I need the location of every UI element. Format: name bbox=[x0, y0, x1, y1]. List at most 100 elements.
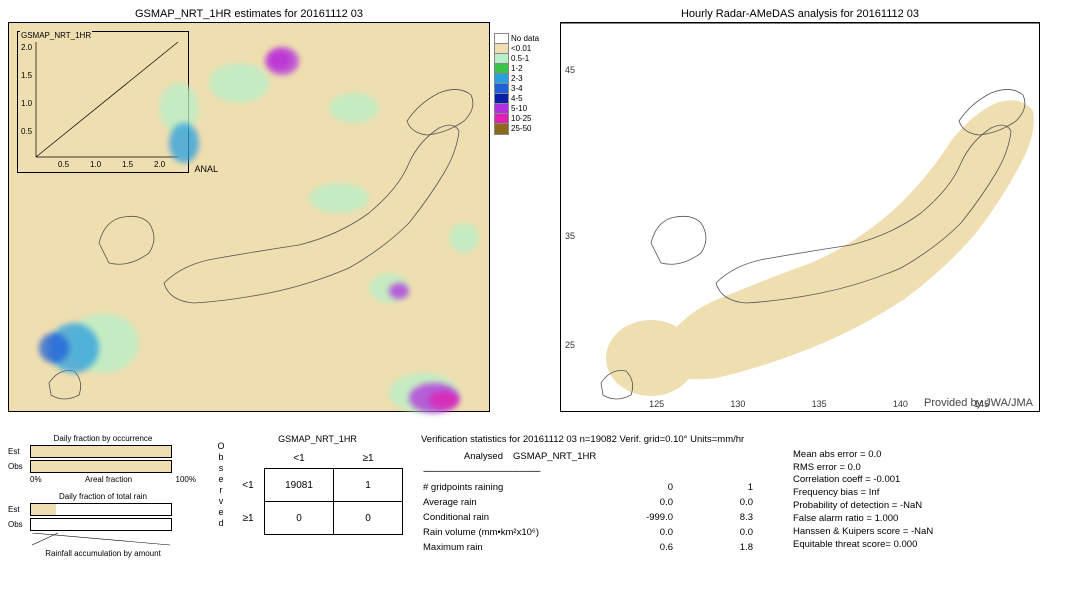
legend-label: 5-10 bbox=[511, 105, 527, 113]
right-coverage-svg bbox=[561, 23, 1039, 411]
legend-label: <0.01 bbox=[511, 45, 531, 53]
color-legend: No data<0.010.5-11-22-33-44-55-1010-2525… bbox=[494, 34, 548, 134]
stats-metric: Correlation coeff = -0.001 bbox=[793, 474, 933, 487]
occ-est-fill bbox=[31, 446, 171, 457]
x-tick: 140 bbox=[893, 399, 908, 409]
stats-row-a: 0.6 bbox=[603, 542, 681, 555]
legend-label: 25-50 bbox=[511, 125, 531, 133]
stats-block: Verification statistics for 20161112 03 … bbox=[421, 434, 1072, 557]
ctable-c10: 0 bbox=[265, 502, 334, 535]
stats-hdr-a: Analysed bbox=[433, 451, 511, 464]
occ-scale: 0% Areal fraction 100% bbox=[30, 475, 196, 484]
stats-hdr-blank bbox=[423, 451, 431, 464]
stats-metric: Equitable threat score= 0.000 bbox=[793, 539, 933, 552]
stats-row-label: # gridpoints raining bbox=[423, 482, 601, 495]
ctable-c11: 0 bbox=[334, 502, 403, 535]
precip-blob bbox=[429, 391, 459, 409]
stats-row-b: 1 bbox=[683, 482, 761, 495]
accum-connector bbox=[8, 533, 196, 547]
occ-obs-lbl: Obs bbox=[8, 462, 30, 471]
right-map: Provided by JWA/JMA 12513013514014545352… bbox=[560, 22, 1040, 412]
stats-row-a: 0 bbox=[603, 482, 681, 495]
stats-row-a: -999.0 bbox=[603, 512, 681, 525]
tot-est-row: Est bbox=[8, 503, 198, 516]
occ-obs-fill bbox=[31, 461, 171, 472]
stats-cols: Analysed GSMAP_NRT_1HR -----------------… bbox=[421, 449, 1072, 557]
observed-label: Observed bbox=[216, 441, 226, 529]
svg-text:1.5: 1.5 bbox=[122, 160, 134, 169]
stats-left: Analysed GSMAP_NRT_1HR -----------------… bbox=[421, 449, 763, 557]
legend-label: 2-3 bbox=[511, 75, 523, 83]
inset-sublabel: ANAL bbox=[194, 164, 218, 174]
stats-metrics: Mean abs error = 0.0RMS error = 0.0Corre… bbox=[793, 449, 933, 557]
legend-label: No data bbox=[511, 35, 539, 43]
occ-obs-row: Obs bbox=[8, 460, 198, 473]
legend-swatch bbox=[494, 123, 509, 135]
tot-obs-bar bbox=[30, 518, 172, 531]
stats-left-table: Analysed GSMAP_NRT_1HR -----------------… bbox=[421, 449, 606, 481]
bottom-row: Daily fraction by occurrence Est Obs 0% … bbox=[8, 434, 1072, 560]
svg-text:0.5: 0.5 bbox=[58, 160, 70, 169]
legend-row: 25-50 bbox=[494, 124, 548, 134]
precip-blob bbox=[389, 283, 409, 299]
contingency-wrap: Observed GSMAP_NRT_1HR <1 ≥1 <1 19081 1 … bbox=[216, 434, 403, 535]
accum-title: Rainfall accumulation by amount bbox=[8, 549, 198, 558]
tot-obs-row: Obs bbox=[8, 518, 198, 531]
occ-obs-bar bbox=[30, 460, 172, 473]
y-tick: 25 bbox=[565, 340, 575, 350]
stats-row-a: 0.0 bbox=[603, 497, 681, 510]
svg-text:1.0: 1.0 bbox=[90, 160, 102, 169]
stats-row-label: Average rain bbox=[423, 497, 601, 510]
x-tick: 145 bbox=[974, 399, 989, 409]
stats-row-b: 8.3 bbox=[683, 512, 761, 525]
stats-row: Maximum rain0.61.8 bbox=[423, 542, 761, 555]
y-tick: 45 bbox=[565, 65, 575, 75]
precip-blob bbox=[169, 123, 199, 163]
stats-metric: Frequency bias = Inf bbox=[793, 487, 933, 500]
legend-label: 3-4 bbox=[511, 85, 523, 93]
tot-est-lbl: Est bbox=[8, 505, 30, 514]
precip-blob bbox=[449, 223, 479, 253]
stats-hdr-b: GSMAP_NRT_1HR bbox=[513, 451, 604, 464]
scale-right: 100% bbox=[176, 475, 196, 484]
occ-est-row: Est bbox=[8, 445, 198, 458]
ctable-corner bbox=[232, 448, 265, 469]
ctable-ch0: <1 bbox=[265, 448, 334, 469]
total-title: Daily fraction of total rain bbox=[8, 492, 198, 501]
legend-label: 0.5-1 bbox=[511, 55, 529, 63]
stats-metric: False alarm ratio = 1.000 bbox=[793, 513, 933, 526]
stats-row-label: Maximum rain bbox=[423, 542, 601, 555]
stats-row: Conditional rain-999.08.3 bbox=[423, 512, 761, 525]
stats-row-b: 1.8 bbox=[683, 542, 761, 555]
tot-est-fill bbox=[31, 504, 56, 515]
occ-est-lbl: Est bbox=[8, 447, 30, 456]
precip-blob bbox=[209, 63, 269, 103]
y-tick: 35 bbox=[565, 231, 575, 241]
svg-text:1.0: 1.0 bbox=[21, 99, 33, 108]
stats-dashes: ----------------------------------------… bbox=[423, 466, 604, 479]
right-map-panel: Hourly Radar-AMeDAS analysis for 2016111… bbox=[560, 8, 1040, 412]
svg-text:2.0: 2.0 bbox=[21, 43, 33, 52]
left-map-panel: GSMAP_NRT_1HR estimates for 20161112 03 … bbox=[8, 8, 490, 412]
ctable-rh0: <1 bbox=[232, 469, 265, 502]
legend-label: 4-5 bbox=[511, 95, 523, 103]
scale-left: 0% bbox=[30, 475, 42, 484]
occ-title: Daily fraction by occurrence bbox=[8, 434, 198, 443]
precip-blob bbox=[39, 333, 69, 363]
precip-blob bbox=[265, 47, 299, 75]
stats-metric: Hanssen & Kuipers score = -NaN bbox=[793, 526, 933, 539]
legend-label: 10-25 bbox=[511, 115, 531, 123]
stats-title: Verification statistics for 20161112 03 … bbox=[421, 434, 1072, 447]
stats-rows: # gridpoints raining01Average rain0.00.0… bbox=[421, 480, 763, 556]
ctable-rh1: ≥1 bbox=[232, 502, 265, 535]
x-tick: 130 bbox=[730, 399, 745, 409]
stats-row-label: Rain volume (mm•km²x10⁶) bbox=[423, 527, 601, 540]
top-row: GSMAP_NRT_1HR estimates for 20161112 03 … bbox=[8, 8, 1072, 412]
ctable-title: GSMAP_NRT_1HR bbox=[232, 434, 403, 444]
stats-row: Rain volume (mm•km²x10⁶)0.00.0 bbox=[423, 527, 761, 540]
tot-obs-lbl: Obs bbox=[8, 520, 30, 529]
right-map-title: Hourly Radar-AMeDAS analysis for 2016111… bbox=[560, 8, 1040, 20]
stats-metric: Mean abs error = 0.0 bbox=[793, 449, 933, 462]
contingency-table: GSMAP_NRT_1HR <1 ≥1 <1 19081 1 ≥1 0 0 bbox=[232, 434, 403, 535]
left-map-title: GSMAP_NRT_1HR estimates for 20161112 03 bbox=[8, 8, 490, 20]
